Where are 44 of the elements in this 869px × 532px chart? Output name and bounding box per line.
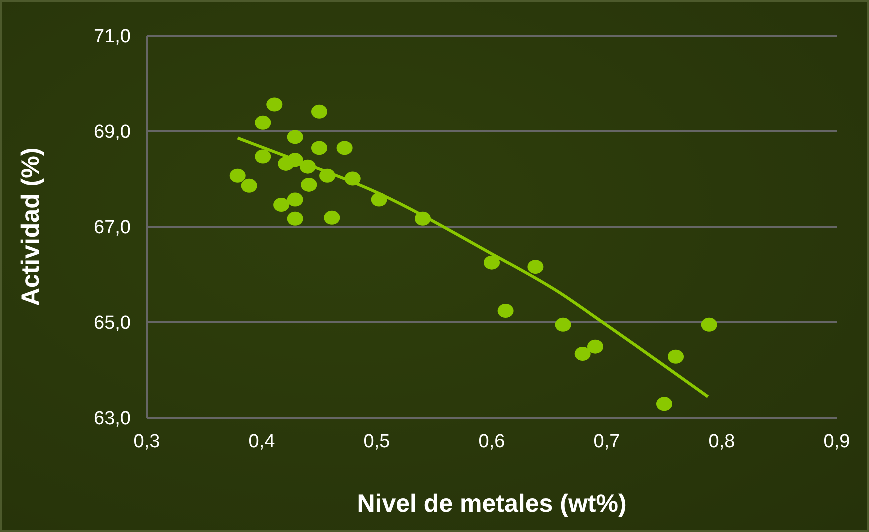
x-tick-label: 0,5 <box>364 431 390 452</box>
point <box>300 160 316 174</box>
point <box>287 153 304 168</box>
point <box>230 168 246 183</box>
point <box>555 318 572 332</box>
y-tick-label: 69,0 <box>94 122 131 144</box>
x-axis-title: Nivel de metales (wt%) <box>357 490 627 518</box>
line-series <box>236 136 710 398</box>
point <box>287 192 304 207</box>
point <box>588 340 604 354</box>
point <box>371 192 388 207</box>
x-tick-label: 0,8 <box>708 431 736 452</box>
point <box>312 141 328 156</box>
point <box>668 350 684 364</box>
y-axis-title: Actividad (%) <box>16 148 45 306</box>
point <box>656 397 672 412</box>
x-tick-label: 0,4 <box>248 431 276 452</box>
x-tick-label: 0,3 <box>134 431 160 452</box>
point <box>301 178 318 192</box>
point <box>415 212 431 226</box>
y-tick-label: 65,0 <box>94 313 131 334</box>
y-tick-label: 67,0 <box>94 218 131 239</box>
point <box>336 141 353 156</box>
point <box>484 256 500 270</box>
point <box>287 212 304 226</box>
y-tick-label: 71,0 <box>94 26 131 48</box>
point <box>574 347 591 362</box>
x-tick-label: 0,9 <box>824 431 850 452</box>
x-tick-label: 0,7 <box>594 431 620 452</box>
x-tick-label: 0,6 <box>478 431 506 452</box>
point <box>241 178 258 193</box>
y-tick-label: 63,0 <box>94 408 131 430</box>
point <box>255 116 272 130</box>
point <box>320 168 336 183</box>
point <box>344 172 361 186</box>
point <box>498 304 514 318</box>
point <box>287 130 304 144</box>
point <box>324 210 340 225</box>
point <box>701 318 718 332</box>
point <box>274 198 290 212</box>
point <box>266 98 283 112</box>
point <box>255 150 272 164</box>
point <box>312 104 328 119</box>
point <box>528 260 544 274</box>
